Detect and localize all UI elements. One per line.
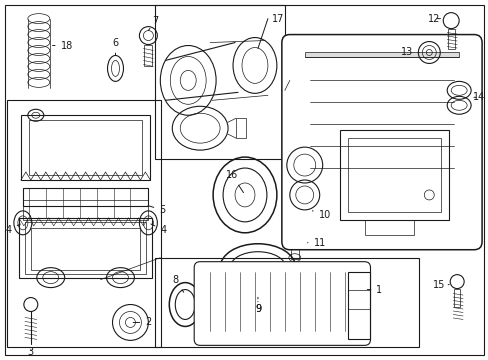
Bar (447, 28, 454, 49)
Bar (23, 200, 148, 220)
Bar (7, 100, 161, 347)
Text: 7: 7 (148, 15, 158, 31)
Bar (339, 130, 448, 220)
Text: 9: 9 (254, 297, 261, 315)
Text: 4: 4 (151, 224, 166, 235)
Bar (453, 289, 459, 306)
Bar (23, 188, 148, 206)
Text: 12: 12 (427, 14, 440, 24)
Bar (304, 53, 458, 58)
Bar (236, 118, 245, 138)
Text: 11: 11 (307, 238, 325, 248)
Bar (21, 115, 150, 180)
Bar (155, 5, 285, 159)
Bar (155, 258, 419, 347)
Bar (29, 120, 142, 175)
Text: 17: 17 (271, 14, 284, 24)
Bar (290, 245, 298, 259)
Bar (19, 218, 152, 278)
Text: 1: 1 (366, 284, 382, 294)
Bar (364, 220, 413, 235)
Text: 5: 5 (148, 205, 165, 215)
Text: 16: 16 (225, 170, 243, 193)
Text: 14: 14 (472, 92, 484, 102)
Text: 10: 10 (312, 210, 330, 220)
Text: 4: 4 (6, 224, 20, 235)
Bar (31, 228, 140, 270)
Bar (347, 138, 440, 212)
FancyBboxPatch shape (194, 262, 370, 345)
Bar (25, 222, 146, 274)
Text: 8: 8 (172, 275, 183, 292)
FancyBboxPatch shape (281, 35, 481, 250)
Bar (347, 272, 369, 339)
Text: 18: 18 (52, 41, 73, 50)
Text: 13: 13 (401, 48, 419, 58)
Bar (144, 45, 152, 67)
Text: 3: 3 (28, 347, 34, 357)
Text: 9: 9 (254, 302, 261, 315)
Text: 15: 15 (432, 280, 448, 289)
Text: 6: 6 (112, 37, 118, 55)
Text: 2: 2 (133, 318, 151, 328)
